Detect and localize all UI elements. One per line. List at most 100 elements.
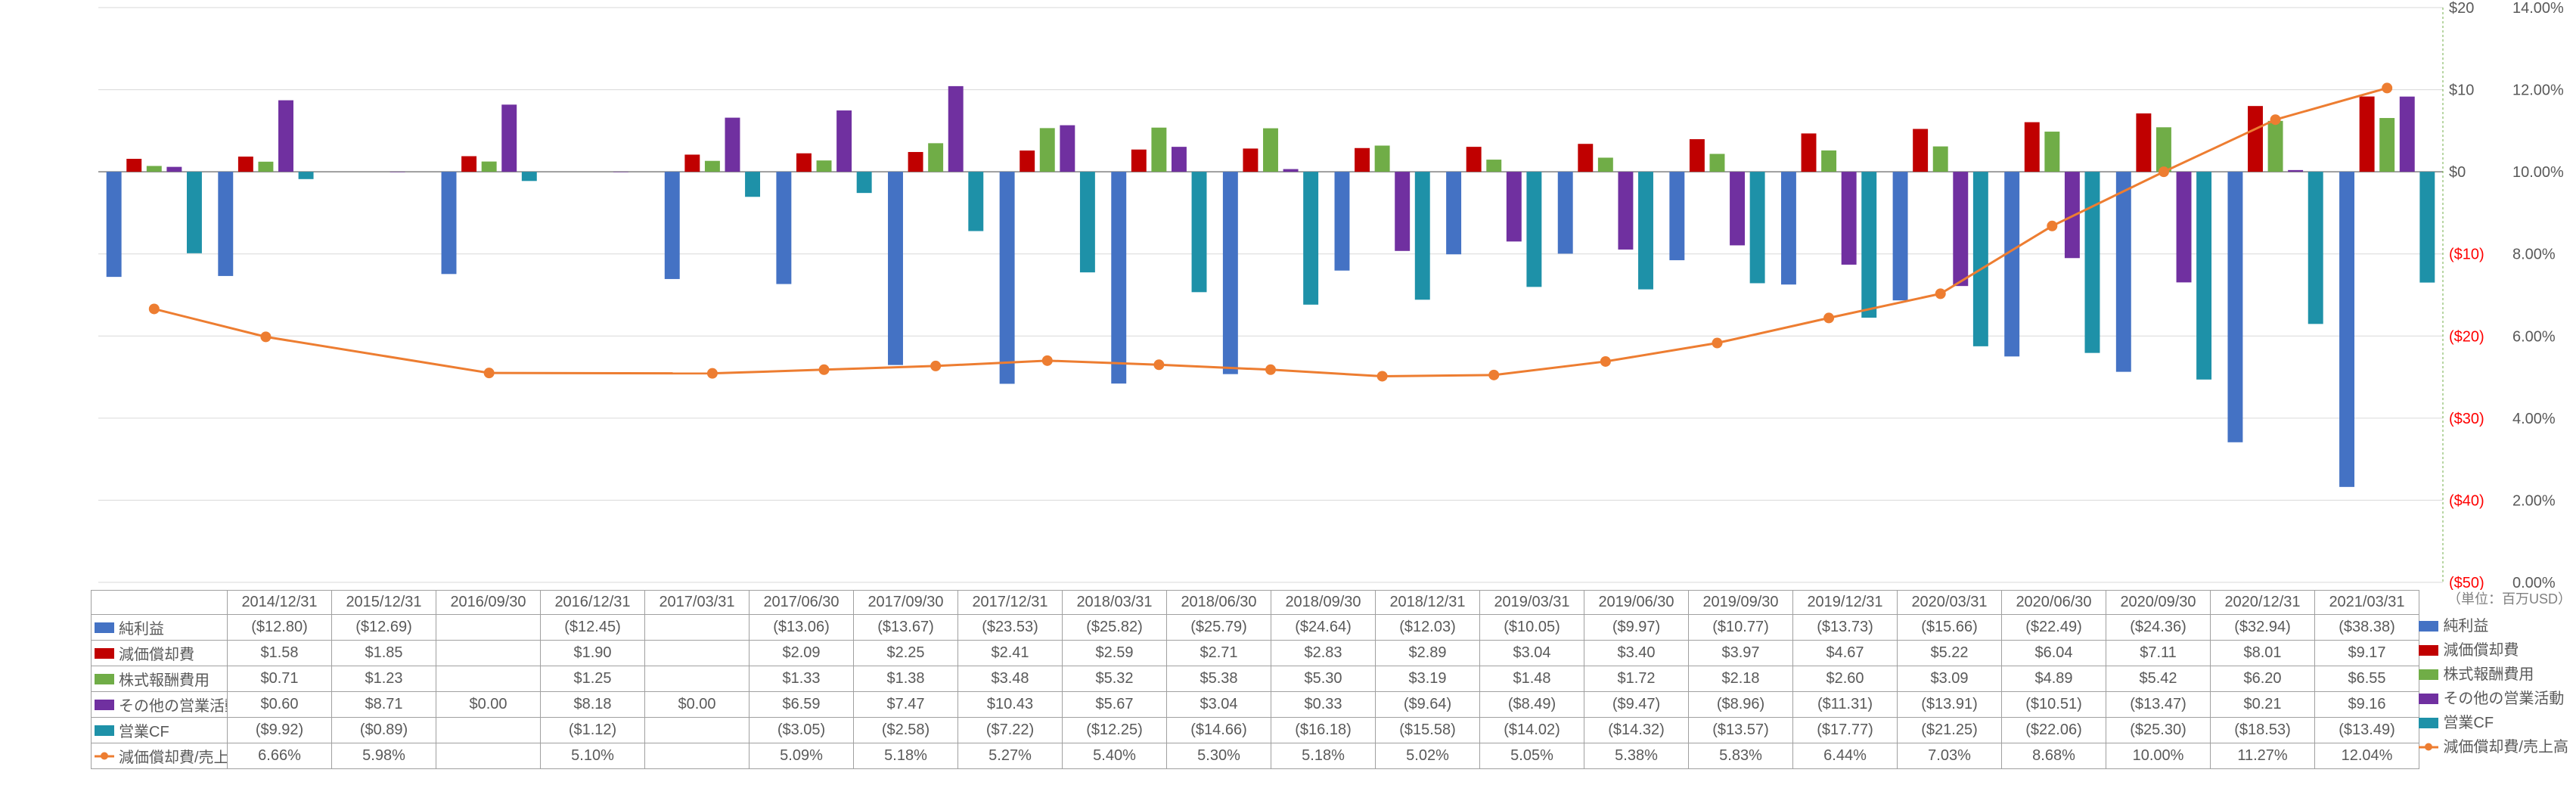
- table-cell: ($9.97): [1584, 615, 1689, 641]
- table-cell: ($13.49): [2315, 718, 2419, 743]
- data-table: 2014/12/312015/12/312016/09/302016/12/31…: [91, 590, 2419, 769]
- table-cell: ($10.51): [2002, 692, 2106, 718]
- bar-operating_cf: [2308, 172, 2323, 324]
- right-axis-label: 12.00%: [2512, 82, 2564, 99]
- series-label: 減価償却費/売上高: [92, 743, 228, 769]
- table-cell: ($13.57): [1689, 718, 1793, 743]
- table-cell: $1.85: [332, 641, 436, 666]
- table-cell: $3.09: [1898, 666, 2002, 692]
- table-cell: $0.60: [228, 692, 332, 718]
- table-cell: $7.47: [854, 692, 958, 718]
- table-cell: $8.18: [541, 692, 645, 718]
- table-cell: ($17.77): [1793, 718, 1898, 743]
- table-cell: [436, 666, 541, 692]
- bar-operating_cf: [2085, 172, 2100, 353]
- stock_comp-legend-swatch: [2419, 669, 2438, 680]
- table-cell: 12.04%: [2315, 743, 2419, 769]
- table-cell: 5.18%: [1271, 743, 1376, 769]
- table-cell: ($7.22): [958, 718, 1063, 743]
- line-dep_sales_ratio: [489, 373, 712, 374]
- bar-stock_comp: [482, 162, 497, 172]
- bar-operating_cf: [2419, 172, 2435, 282]
- table-cell: ($8.49): [1480, 692, 1584, 718]
- bar-other_ops: [1507, 172, 1522, 241]
- table-cell: [645, 718, 750, 743]
- legend-item: 減価償却費/売上高: [2416, 735, 2568, 759]
- bar-operating_cf: [299, 172, 314, 179]
- table-cell: ($24.64): [1271, 615, 1376, 641]
- bar-net_income: [1893, 172, 1908, 300]
- period-header: 2019/12/31: [1793, 591, 1898, 615]
- bar-net_income: [2116, 172, 2131, 371]
- line-dep_sales_ratio: [154, 309, 266, 337]
- left-axis-label: ($20): [2449, 328, 2484, 345]
- bar-net_income: [2004, 172, 2019, 356]
- bar-stock_comp: [2044, 132, 2059, 172]
- right-axis-label: 2.00%: [2512, 492, 2556, 509]
- bar-net_income: [1781, 172, 1796, 284]
- table-cell: ($12.45): [541, 615, 645, 641]
- series-label: 株式報酬費用: [92, 666, 228, 692]
- line-dep_sales_ratio: [1494, 362, 1606, 375]
- table-cell: $1.72: [1584, 666, 1689, 692]
- table-cell: 5.09%: [750, 743, 854, 769]
- table-cell: ($13.91): [1898, 692, 2002, 718]
- right-legend: 純利益減価償却費株式報酬費用その他の営業活動営業CF減価償却費/売上高: [2416, 614, 2568, 759]
- table-cell: ($18.53): [2211, 718, 2315, 743]
- table-cell: $7.11: [2106, 641, 2211, 666]
- table-cell: 5.27%: [958, 743, 1063, 769]
- left-axis-label: ($30): [2449, 411, 2484, 427]
- table-cell: 11.27%: [2211, 743, 2315, 769]
- bar-depreciation: [1131, 150, 1147, 172]
- bar-other_ops: [278, 101, 293, 172]
- bar-other_ops: [1395, 172, 1410, 251]
- table-cell: $3.19: [1376, 666, 1480, 692]
- operating_cf-legend-swatch: [2419, 718, 2438, 728]
- series-label: 営業CF: [92, 718, 228, 743]
- bar-net_income: [2339, 172, 2354, 487]
- line-dep_sales_ratio: [1383, 375, 1494, 377]
- bar-stock_comp: [1821, 151, 1836, 172]
- bar-depreciation: [238, 157, 253, 172]
- legend-item: 純利益: [2416, 614, 2568, 638]
- bar-operating_cf: [1750, 172, 1765, 283]
- bar-depreciation: [461, 157, 476, 172]
- period-header: 2014/12/31: [228, 591, 332, 615]
- line-dep_sales_ratio: [1271, 370, 1383, 377]
- table-cell: ($24.36): [2106, 615, 2211, 641]
- bar-other_ops: [501, 104, 517, 172]
- period-header: 2018/12/31: [1376, 591, 1480, 615]
- line-dep_sales_ratio: [1159, 365, 1271, 370]
- bar-other_ops: [836, 110, 852, 172]
- table-cell: 6.66%: [228, 743, 332, 769]
- bar-other_ops: [166, 167, 182, 172]
- bar-stock_comp: [2268, 121, 2283, 172]
- table-corner: [92, 591, 228, 615]
- table-cell: 5.38%: [1584, 743, 1689, 769]
- bar-net_income: [1669, 172, 1684, 260]
- bar-stock_comp: [928, 143, 943, 172]
- period-header: 2020/06/30: [2002, 591, 2106, 615]
- table-cell: 5.98%: [332, 743, 436, 769]
- table-row: 減価償却費$1.58$1.85$1.90$2.09$2.25$2.41$2.59…: [92, 641, 2419, 666]
- table-cell: $3.04: [1480, 641, 1584, 666]
- bar-stock_comp: [258, 162, 273, 172]
- table-cell: $2.83: [1271, 641, 1376, 666]
- bar-stock_comp: [2379, 118, 2394, 172]
- legend-item: 営業CF: [2416, 711, 2568, 735]
- table-cell: $8.01: [2211, 641, 2315, 666]
- period-header: 2017/09/30: [854, 591, 958, 615]
- table-cell: $4.89: [2002, 666, 2106, 692]
- table-cell: $2.71: [1167, 641, 1271, 666]
- table-cell: $9.17: [2315, 641, 2419, 666]
- bar-other_ops: [948, 86, 964, 172]
- line-dep_sales_ratio: [1829, 293, 1941, 318]
- bar-other_ops: [1953, 172, 1968, 286]
- stock_comp-swatch: [95, 674, 114, 684]
- table-cell: 5.18%: [854, 743, 958, 769]
- table-cell: 5.05%: [1480, 743, 1584, 769]
- bar-stock_comp: [1710, 154, 1725, 172]
- line-dep_sales_ratio: [824, 366, 936, 370]
- table-cell: $6.20: [2211, 666, 2315, 692]
- table-cell: 10.00%: [2106, 743, 2211, 769]
